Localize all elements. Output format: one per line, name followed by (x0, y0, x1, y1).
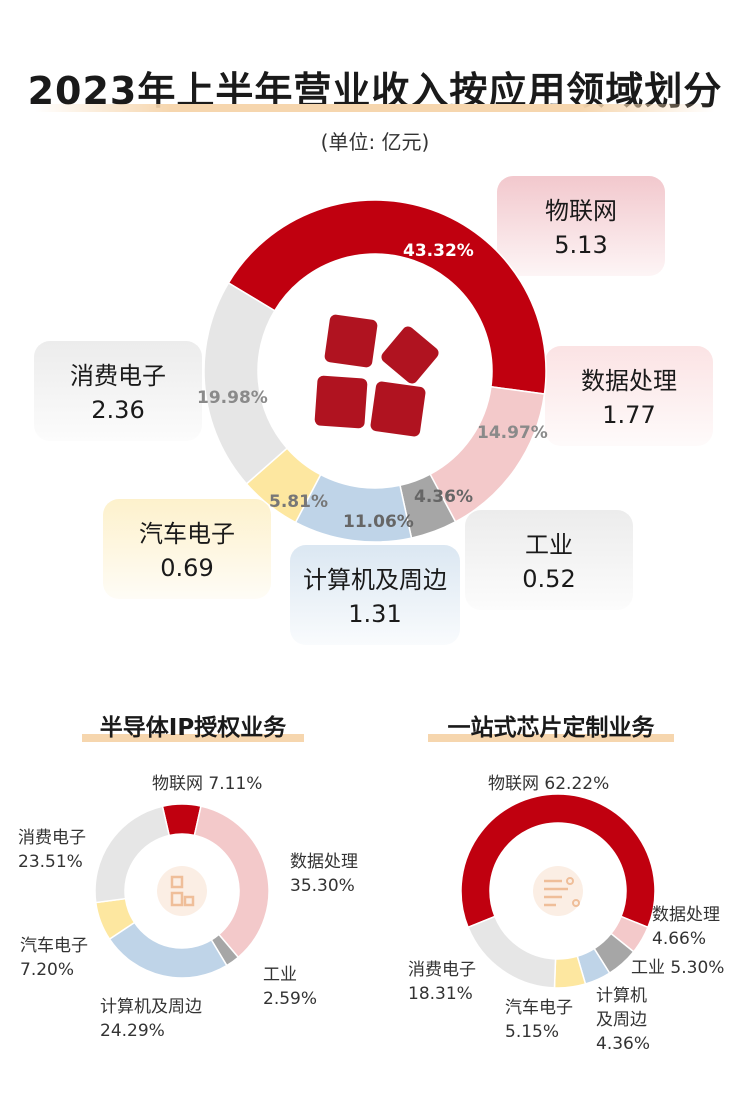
unit-label: (单位: 亿元) (320, 130, 430, 154)
card-computer: 计算机及周边 1.31 (290, 545, 460, 645)
ip-license-donut (94, 803, 270, 979)
card-iot-name: 物联网 (545, 197, 617, 225)
right-title-underline (428, 734, 674, 742)
left-label-data-processing: 数据处理 35.30% (290, 852, 358, 896)
card-data-processing: 数据处理 1.77 (545, 346, 713, 446)
left-label-computer: 计算机及周边 24.29% (100, 997, 202, 1041)
card-auto-name: 汽车电子 (139, 520, 235, 548)
card-industrial-name: 工业 (525, 531, 573, 559)
card-auto-value: 0.69 (160, 554, 214, 582)
right-label-consumer: 消费电子 18.31% (408, 960, 476, 1004)
ip-segment-data-processing (193, 805, 270, 959)
main-segment-iot (227, 199, 547, 395)
card-iot: 物联网 5.13 (497, 176, 665, 276)
pct-computer: 11.06% (343, 512, 414, 532)
card-industrial: 工业 0.52 (465, 510, 633, 610)
card-computer-name: 计算机及周边 (303, 566, 447, 594)
custom-chip-title: 一站式芯片定制业务 (447, 715, 655, 741)
right-label-industrial: 工业 5.30% (631, 958, 725, 978)
custom-segment-iot (460, 793, 656, 929)
right-label-auto: 汽车电子 5.15% (505, 998, 573, 1042)
ip-license-icon (157, 866, 207, 916)
left-label-auto: 汽车电子 7.20% (20, 936, 88, 980)
left-title-underline (82, 734, 304, 742)
ip-segment-computer (108, 921, 228, 979)
custom-segment-consumer (467, 915, 557, 989)
right-label-iot: 物联网 62.22% (488, 774, 610, 794)
ip-license-title: 半导体IP授权业务 (99, 715, 287, 741)
custom-chip-donut (460, 793, 656, 989)
card-consumer: 消费电子 2.36 (34, 341, 202, 441)
card-auto: 汽车电子 0.69 (103, 499, 271, 599)
card-computer-value: 1.31 (348, 600, 402, 628)
card-iot-value: 5.13 (554, 231, 608, 259)
card-industrial-value: 0.52 (522, 565, 576, 593)
card-consumer-value: 2.36 (91, 396, 145, 424)
pct-consumer: 19.98% (197, 388, 268, 408)
pct-data-processing: 14.97% (477, 423, 548, 443)
pct-iot: 43.32% (403, 241, 474, 261)
logo-icon (314, 314, 439, 437)
title-underline (35, 104, 715, 112)
left-label-industrial: 工业 2.59% (263, 965, 318, 1009)
pct-auto: 5.81% (269, 492, 328, 512)
pct-industrial: 4.36% (414, 487, 473, 507)
main-segment-consumer (203, 281, 289, 485)
card-data-processing-value: 1.77 (602, 401, 656, 429)
card-data-processing-name: 数据处理 (581, 367, 677, 395)
right-label-data-processing: 数据处理 4.66% (652, 905, 720, 949)
main-donut (203, 199, 547, 543)
custom-chip-icon (533, 866, 583, 916)
left-label-consumer: 消费电子 23.51% (18, 828, 86, 872)
ip-segment-consumer (94, 805, 171, 904)
right-label-computer: 计算机 及周边 4.36% (596, 986, 651, 1054)
left-label-iot: 物联网 7.11% (152, 774, 263, 794)
card-consumer-name: 消费电子 (70, 362, 166, 390)
